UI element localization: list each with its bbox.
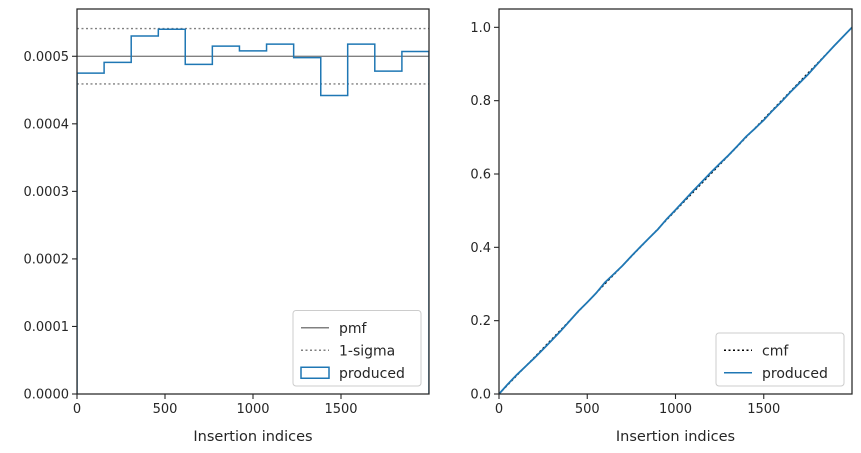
- produced-bar: [104, 62, 131, 394]
- x-tick-label: 500: [575, 402, 600, 417]
- produced-step-outline: [77, 28, 429, 394]
- cmf-panel: 0 500 1000 1500 0.0 0.2 0.4 0.6 0.8 1.0 Insertion …: [470, 8, 853, 445]
- x-tick-label: 1500: [747, 402, 780, 417]
- legend-swatch-produced: [300, 366, 330, 379]
- y-tick-label: 0.0005: [24, 50, 70, 65]
- y-tick-label: 0.0: [470, 388, 491, 403]
- produced-bar: [212, 46, 239, 394]
- y-tick-label: 0.2: [470, 314, 491, 329]
- produced-bar: [131, 36, 158, 394]
- legend-label-produced: produced: [339, 366, 405, 382]
- x-tick-label: 1500: [324, 402, 357, 417]
- plot-area: [499, 26, 852, 394]
- x-axis-label: Insertion indices: [193, 429, 312, 445]
- pmf-histogram-panel: 0 500 1000 1500 0.0000 0.0001 0.0002 0.0003 0.00…: [24, 8, 430, 445]
- x-axis-label: Insertion indices: [616, 429, 735, 445]
- x-tick-label: 1000: [236, 402, 269, 417]
- produced-bar: [158, 29, 185, 394]
- legend-label-pmf: pmf: [339, 321, 368, 337]
- produced-line: [499, 26, 852, 394]
- legend-label-1-sigma: 1-sigma: [339, 343, 395, 359]
- y-tick-label: 1.0: [470, 21, 491, 36]
- y-tick-label: 0.0004: [24, 117, 70, 132]
- legend: pmf 1-sigma produced: [292, 310, 422, 387]
- produced-bar: [77, 73, 104, 394]
- legend-label-produced: produced: [762, 366, 828, 382]
- legend-label-cmf: cmf: [762, 343, 789, 359]
- x-tick-label: 500: [153, 402, 178, 417]
- x-tick-label: 1000: [659, 402, 692, 417]
- x-tick-label: 0: [495, 402, 503, 417]
- y-tick-label: 0.0002: [24, 252, 70, 267]
- y-tick-label: 0.4: [470, 241, 491, 256]
- y-tick-label: 0.0000: [24, 388, 70, 403]
- produced-bar: [267, 44, 294, 394]
- produced-bar: [185, 64, 212, 394]
- y-tick-label: 0.0003: [24, 185, 70, 200]
- legend: cmf produced: [715, 332, 845, 387]
- y-tick-label: 0.8: [470, 94, 491, 109]
- plot-area: [77, 27, 429, 394]
- y-tick-label: 0.6: [470, 168, 491, 183]
- produced-bar: [239, 51, 266, 394]
- y-tick-label: 0.0001: [24, 320, 70, 335]
- x-tick-label: 0: [73, 402, 81, 417]
